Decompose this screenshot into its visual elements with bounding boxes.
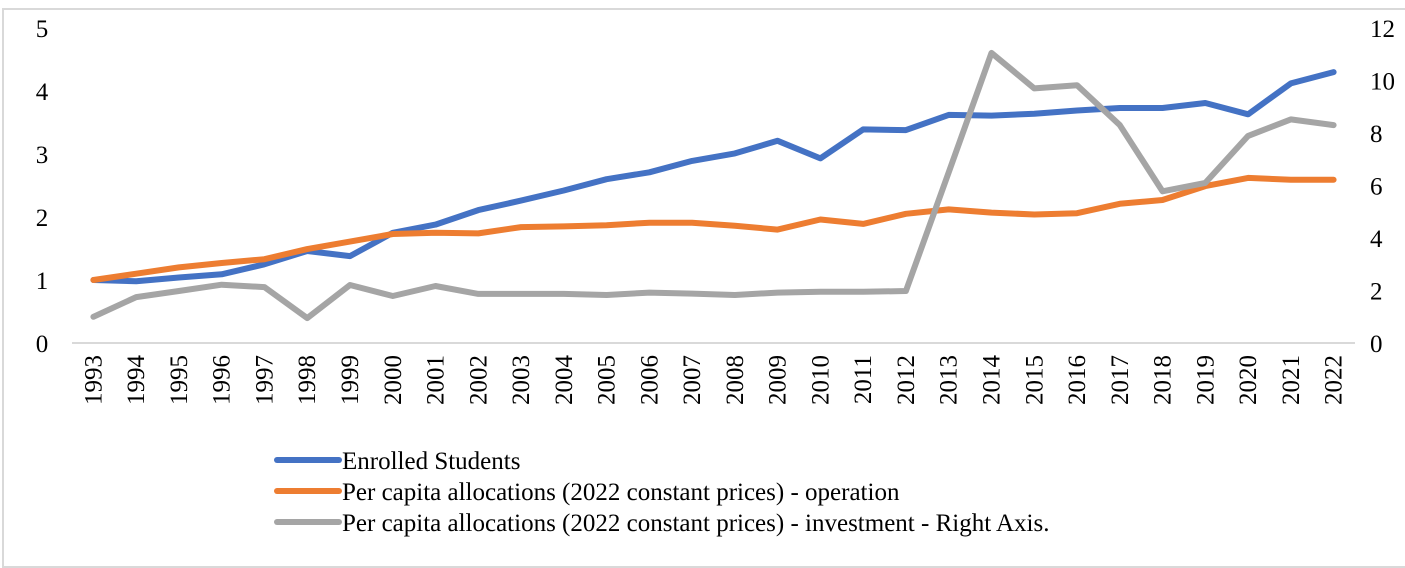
x-tick-label: 2013 [936, 355, 963, 405]
series-line-2 [90, 174, 1337, 283]
x-axis-labels: 1993 1994 1995 1996 1997 1998 1999 2000 2001 2002… [80, 355, 1347, 406]
right-y-tick-label: 4 [1370, 226, 1383, 253]
x-tick-label: 2004 [551, 355, 578, 406]
left-y-tick-label: 4 [36, 79, 49, 106]
left-y-axis: 0 1 2 3 4 5 [36, 16, 49, 358]
right-y-tick-label: 0 [1370, 331, 1383, 358]
x-tick-label: 1996 [209, 355, 236, 405]
left-y-tick-label: 2 [36, 205, 49, 232]
x-tick-label: 2012 [893, 355, 920, 405]
right-y-tick-label: 8 [1370, 121, 1383, 148]
x-tick-label: 2003 [508, 355, 535, 405]
right-y-tick-label: 2 [1370, 279, 1383, 306]
right-y-tick-label: 12 [1370, 16, 1395, 43]
x-tick-label: 1997 [251, 355, 278, 405]
series-line-1 [90, 69, 1337, 285]
x-tick-label: 2005 [594, 355, 621, 405]
series-line-3 [90, 49, 1337, 322]
x-tick-label: 2021 [1278, 355, 1305, 405]
left-y-tick-label: 3 [36, 142, 49, 169]
x-tick-label: 2020 [1235, 355, 1262, 405]
left-y-tick-label: 0 [36, 331, 49, 358]
left-y-tick-label: 1 [36, 268, 49, 295]
series-lines [90, 49, 1337, 322]
x-tick-label: 2019 [1192, 355, 1219, 405]
x-tick-label: 2007 [679, 355, 706, 405]
x-tick-label: 2022 [1321, 355, 1348, 405]
x-tick-label: 2009 [765, 355, 792, 405]
right-y-tick-label: 6 [1370, 174, 1383, 201]
x-tick-label: 2014 [978, 355, 1005, 406]
left-y-tick-label: 5 [36, 16, 49, 43]
x-tick-label: 2008 [722, 355, 749, 405]
x-tick-label: 1993 [80, 355, 107, 405]
x-tick-label: 2017 [1107, 355, 1134, 405]
x-tick-label: 1999 [337, 355, 364, 405]
x-tick-label: 1994 [123, 355, 150, 406]
x-tick-label: 2015 [1021, 355, 1048, 405]
x-tick-label: 2018 [1150, 355, 1177, 405]
legend: Enrolled Students Per capita allocations … [274, 448, 1049, 537]
right-y-axis: 0 2 4 6 8 10 12 [1370, 16, 1395, 358]
x-tick-label: 2002 [465, 355, 492, 405]
legend-label: Per capita allocations (2022 constant pr… [342, 510, 1049, 537]
x-tick-label: 2006 [636, 355, 663, 405]
legend-label: Per capita allocations (2022 constant pr… [342, 479, 900, 506]
x-tick-label: 2016 [1064, 355, 1091, 405]
x-tick-label: 1995 [166, 355, 193, 405]
right-y-tick-label: 10 [1370, 69, 1395, 96]
x-tick-label: 2010 [807, 355, 834, 405]
x-tick-label: 1998 [294, 355, 321, 405]
legend-label: Enrolled Students [342, 448, 520, 475]
x-tick-label: 2011 [850, 355, 877, 404]
x-tick-label: 2000 [380, 355, 407, 405]
x-tick-label: 2001 [423, 355, 450, 405]
